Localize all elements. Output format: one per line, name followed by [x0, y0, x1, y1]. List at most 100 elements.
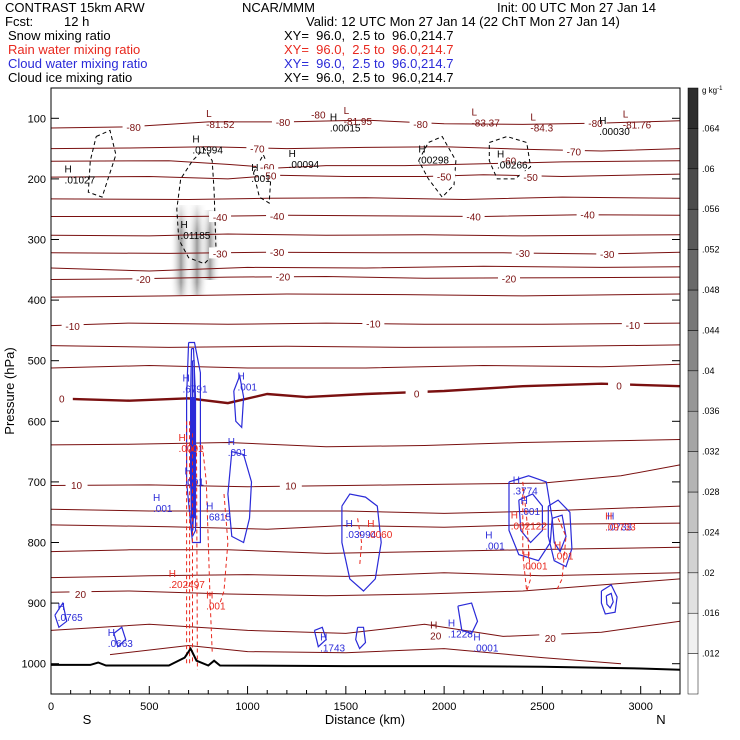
field-name-snow: Snow mixing ratio [8, 28, 111, 43]
x-tick-label-6: 3000 [628, 701, 652, 713]
extremum-value-25: .03994 [346, 530, 377, 541]
isotherm-label-bg-17 [266, 246, 289, 258]
isotherm-label-31: 20 [75, 590, 87, 601]
extremum-marker-11: H [65, 165, 72, 176]
isotherm-8 [50, 265, 681, 272]
cloud-water-contour-16 [313, 626, 327, 648]
isotherm-label-bg-27 [405, 387, 428, 399]
rain-contour-3 [196, 445, 198, 670]
extremum-marker-12: H [251, 163, 258, 174]
extremum-value-27: .1743 [320, 643, 345, 654]
extremum-value-8: .00094 [289, 160, 320, 171]
y-tick-label-1: 200 [28, 174, 46, 186]
x-tick-label-5: 2500 [530, 701, 554, 713]
extremum-marker-31: H [513, 476, 520, 487]
isotherm-9 [50, 275, 681, 280]
y-tick-label-6: 700 [28, 477, 46, 489]
isotherm-label-23: -10 [65, 322, 80, 333]
colorbar-bin-0 [687, 653, 699, 695]
extremum-marker-5: H [330, 113, 337, 124]
colorbar: .012 .016 .02 .024 .028 .032 .036 .04 .044 .048 .0… [687, 87, 720, 695]
extremum-value-30: .0001 [473, 643, 498, 654]
x-tick-label-1: 500 [140, 701, 158, 713]
isotherm-20 [50, 578, 681, 597]
rain-contour-5 [219, 493, 229, 604]
isotherm-0 [50, 119, 681, 129]
extremum-value-16: .0001 [179, 444, 204, 455]
extremum-marker-6: H [599, 116, 606, 127]
snow-contour-3 [418, 135, 457, 198]
cloud-water-contours [54, 341, 618, 650]
isotherm-label-7: -60 [260, 163, 275, 174]
isotherm-label-30: 10 [285, 482, 297, 493]
colorbar-bin-3 [687, 532, 699, 574]
field-xy-snow: XY= 96.0, 2.5 to 96.0,214.7 [284, 28, 454, 43]
colorbar-tick-label-11: .056 [702, 204, 720, 214]
y-tick-label-4: 500 [28, 356, 46, 368]
isotherm-label-bg-21 [271, 270, 294, 282]
field-xy-cloud-water: XY= 96.0, 2.5 to 96.0,214.7 [284, 56, 454, 71]
center-label: NCAR/MMM [242, 0, 315, 15]
isotherm-label-19: -30 [600, 250, 615, 261]
colorbar-tick-label-3: .024 [702, 527, 720, 537]
isotherm-label-6: -70 [567, 148, 582, 159]
colorbar-tick-label-7: .04 [702, 366, 715, 376]
extremum-value-21: .202497 [169, 580, 206, 591]
isotherm-label-bg-11 [519, 171, 542, 183]
isotherm-label-24: -10 [366, 320, 381, 331]
endpoint-left-label: S [83, 712, 92, 727]
isotherm-label-14: -40 [466, 212, 481, 223]
isotherm-label-bg-3 [584, 117, 607, 129]
isotherm-label-32: 20 [545, 634, 557, 645]
extremum-value-38: .09733 [605, 522, 636, 533]
isotherm-label-bg-2 [409, 117, 432, 129]
isotherm-label-21: -20 [276, 272, 291, 283]
extremum-marker-16: H [179, 433, 186, 444]
isotherm-18 [50, 546, 681, 554]
x-tick-label-0: 0 [48, 701, 54, 713]
colorbar-tick-label-8: .044 [702, 325, 720, 335]
isotherm-label-bg-31 [69, 588, 92, 600]
colorbar-tick-label-10: .052 [702, 245, 720, 255]
colorbar-bin-5 [687, 451, 699, 493]
isotherm-label-bg-25 [621, 318, 644, 330]
isotherm-12 [50, 344, 681, 348]
extremum-value-0: -81.52 [206, 120, 235, 131]
isotherm-label-bg-6 [562, 145, 585, 157]
forecast-value: 12 h [64, 14, 90, 29]
colorbar-tick-label-9: .048 [702, 285, 720, 295]
extremum-marker-14: H [182, 374, 189, 385]
extremum-marker-20: H [206, 502, 213, 513]
cloud-water-contour-3 [233, 373, 245, 429]
extremum-marker-35: H [523, 551, 530, 562]
extremum-marker-3: L [530, 113, 536, 124]
isotherm-label-bg-13 [266, 209, 289, 221]
isotherm-17 [50, 522, 681, 530]
cloud-water-contour-9 [518, 493, 543, 544]
isotherm-label-bg-12 [209, 211, 232, 223]
extremum-value-22: .001 [206, 602, 226, 613]
y-tick-label-0: 100 [28, 113, 46, 125]
isotherm-label-0: -80 [311, 111, 326, 122]
extremum-marker-33: H [521, 496, 528, 507]
isotherm-label-bg-29 [65, 478, 88, 490]
snow-contour-2 [253, 153, 272, 204]
isotherm-13 [50, 363, 681, 369]
y-tick-label-9: 1000 [22, 659, 46, 671]
isotherm-label-26: 0 [59, 394, 65, 405]
isotherm-label-1: -80 [276, 118, 291, 129]
colorbar-tick-label-13: .064 [702, 123, 720, 133]
cloud-water-contour-13 [605, 592, 614, 609]
colorbar-bin-9 [687, 289, 699, 331]
isotherm-4 [50, 196, 681, 201]
extremum-marker-7: H [192, 134, 199, 145]
x-tick-label-4: 2000 [432, 701, 456, 713]
isotherm-label-15: -40 [580, 211, 595, 222]
extremum-value-7: .01994 [192, 145, 223, 156]
colorbar-tick-label-12: .06 [702, 164, 715, 174]
isotherm-label-25: -10 [626, 321, 641, 332]
snow-contour-0 [87, 129, 117, 198]
extrema-labels: L-81.52L-81.95L-83.37L-84.3L-81.76H.0001… [58, 106, 652, 655]
